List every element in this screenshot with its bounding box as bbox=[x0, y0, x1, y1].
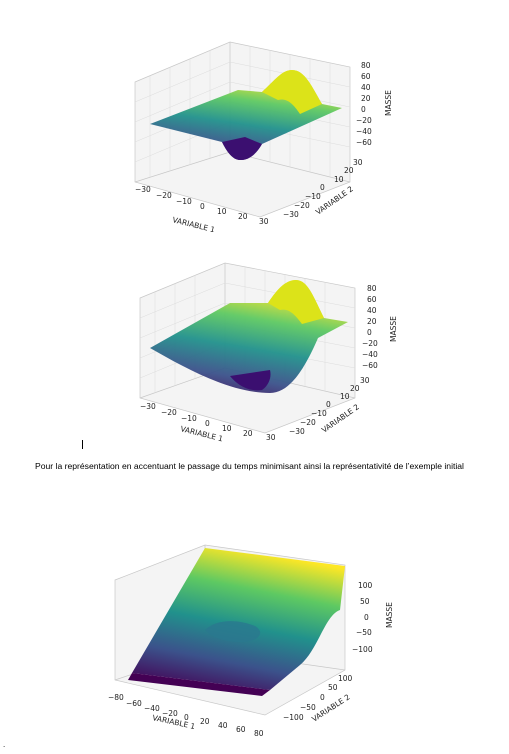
x-tick: −20 bbox=[161, 408, 177, 417]
z-tick: −20 bbox=[356, 116, 372, 125]
y-tick: −50 bbox=[300, 703, 316, 712]
y-tick: −100 bbox=[283, 713, 304, 722]
surface-plot-2: −30 −20 −10 0 10 20 30 VARIABLE 1 −30 −2… bbox=[139, 262, 398, 443]
tick-labels-x: −30 −20 −10 0 10 20 30 bbox=[140, 402, 276, 442]
surface-plot-3: −80 −60 −40 −20 0 20 40 60 80 VARIABLE 1… bbox=[108, 544, 394, 738]
z-tick: 50 bbox=[360, 597, 370, 606]
x-tick: 30 bbox=[266, 433, 276, 442]
y-tick: 10 bbox=[334, 175, 344, 184]
x-tick: 60 bbox=[236, 725, 246, 734]
x-tick: −20 bbox=[162, 709, 178, 718]
z-tick: 80 bbox=[361, 61, 371, 70]
surface bbox=[128, 548, 345, 696]
x-tick: −60 bbox=[126, 699, 142, 708]
x-tick: 30 bbox=[259, 217, 269, 226]
footer-mark: . bbox=[3, 740, 6, 749]
surface bbox=[150, 280, 348, 393]
z-tick: 0 bbox=[364, 613, 369, 622]
z-tick: −20 bbox=[362, 339, 378, 348]
surface bbox=[150, 70, 342, 160]
caption-paragraph: Pour la représentation en accentuant le … bbox=[35, 461, 464, 471]
x-tick: 20 bbox=[238, 212, 248, 221]
tick-labels-z: −60 −40 −20 0 20 40 60 80 bbox=[362, 284, 378, 370]
y-tick: 20 bbox=[350, 384, 360, 393]
y-tick: −20 bbox=[294, 201, 310, 210]
y-tick: −10 bbox=[305, 192, 321, 201]
x-tick: 80 bbox=[254, 729, 264, 738]
x-tick: −10 bbox=[176, 197, 192, 206]
y-tick: 10 bbox=[340, 392, 350, 401]
tick-labels-x: −30 −20 −10 0 10 20 30 bbox=[135, 185, 269, 226]
y-tick: 0 bbox=[320, 693, 325, 702]
tick-labels-y: −100 −50 0 50 100 bbox=[283, 674, 353, 722]
z-axis-label: MASSE bbox=[389, 316, 398, 342]
z-tick: −50 bbox=[356, 628, 372, 637]
z-tick: 20 bbox=[361, 94, 371, 103]
z-tick: −100 bbox=[352, 645, 373, 654]
x-tick: −80 bbox=[108, 693, 124, 702]
z-tick: −40 bbox=[362, 350, 378, 359]
z-tick: 100 bbox=[358, 581, 373, 590]
z-tick: −60 bbox=[362, 361, 378, 370]
tick-labels-z: −100 −50 0 50 100 bbox=[352, 581, 373, 654]
y-tick: −10 bbox=[311, 409, 327, 418]
text-cursor bbox=[82, 440, 83, 449]
x-tick: 20 bbox=[200, 717, 210, 726]
x-tick: 0 bbox=[200, 202, 205, 211]
y-tick: 20 bbox=[344, 166, 354, 175]
tick-labels-y: −30 −20 −10 0 10 20 30 bbox=[283, 158, 363, 219]
z-tick: −40 bbox=[356, 127, 372, 136]
z-tick: 20 bbox=[367, 317, 377, 326]
x-tick: −30 bbox=[140, 402, 156, 411]
y-tick: 30 bbox=[360, 376, 370, 385]
y-tick: 50 bbox=[328, 683, 338, 692]
x-axis-label: VARIABLE 1 bbox=[180, 424, 225, 443]
z-axis-label: MASSE bbox=[385, 602, 394, 628]
y-tick: 30 bbox=[353, 158, 363, 167]
x-tick: −20 bbox=[156, 191, 172, 200]
y-axis-label: VARIABLE 2 bbox=[310, 692, 352, 723]
y-tick: 0 bbox=[326, 400, 331, 409]
z-tick: 80 bbox=[367, 284, 377, 293]
x-tick: 10 bbox=[217, 207, 227, 216]
y-tick: −30 bbox=[283, 210, 299, 219]
x-tick: −10 bbox=[181, 414, 197, 423]
x-axis-label: VARIABLE 1 bbox=[172, 215, 217, 232]
x-tick: 0 bbox=[184, 713, 189, 722]
x-tick: 20 bbox=[243, 429, 253, 438]
z-tick: −60 bbox=[356, 138, 372, 147]
x-tick: 0 bbox=[205, 419, 210, 428]
tick-labels-z: −60 −40 −20 0 20 40 60 80 bbox=[356, 61, 372, 147]
z-tick: 0 bbox=[367, 328, 372, 337]
x-tick: 10 bbox=[222, 424, 232, 433]
y-tick: −20 bbox=[300, 418, 316, 427]
x-tick: −30 bbox=[135, 185, 151, 194]
z-tick: 0 bbox=[361, 105, 366, 114]
y-tick: 0 bbox=[320, 183, 325, 192]
tick-labels-x: −80 −60 −40 −20 0 20 40 60 80 bbox=[108, 693, 264, 738]
y-tick: 100 bbox=[338, 674, 353, 683]
z-axis-label: MASSE bbox=[384, 90, 393, 116]
z-tick: 60 bbox=[367, 295, 377, 304]
z-tick: 60 bbox=[361, 72, 371, 81]
z-tick: 40 bbox=[367, 306, 377, 315]
x-tick: 40 bbox=[218, 721, 228, 730]
surface-plot-1: −30 −20 −10 0 10 20 30 VARIABLE 1 −30 −2… bbox=[134, 41, 393, 232]
z-tick: 40 bbox=[361, 83, 371, 92]
tick-labels-y: −30 −20 −10 0 10 20 30 bbox=[289, 376, 370, 436]
x-tick: −40 bbox=[144, 704, 160, 713]
y-tick: −30 bbox=[289, 427, 305, 436]
